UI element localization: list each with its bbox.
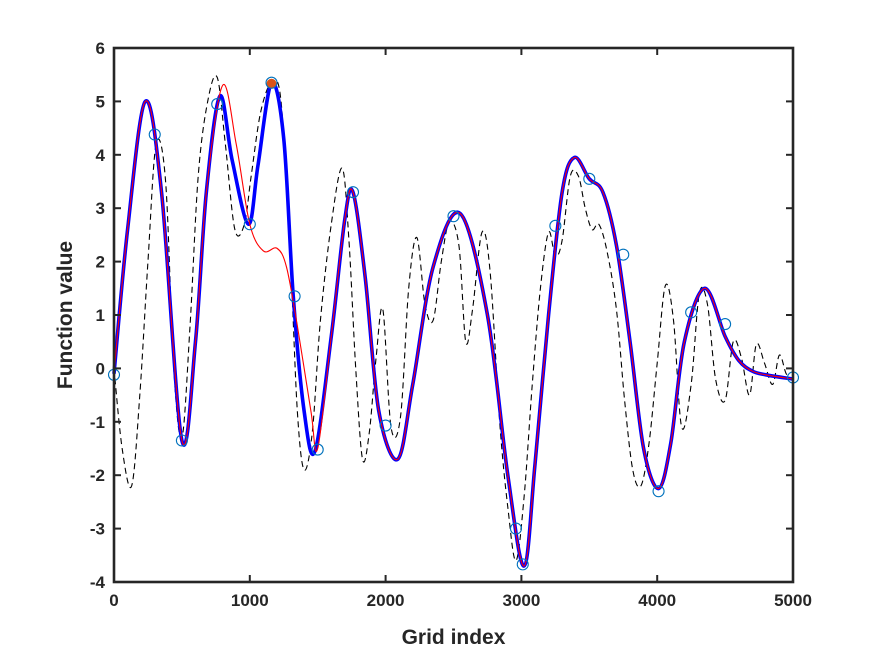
sample-marker [719, 318, 732, 331]
sample-marker [175, 434, 188, 447]
y-tick-label: 5 [96, 92, 105, 111]
x-tick-label: 0 [109, 591, 118, 610]
sample-marker [379, 419, 392, 432]
sample-marker [288, 290, 301, 303]
x-tick-label: 2000 [367, 591, 405, 610]
y-tick-label: 1 [96, 306, 105, 325]
sample-marker [583, 172, 596, 185]
x-tick-label: 3000 [502, 591, 540, 610]
y-tick-label: -2 [90, 466, 105, 485]
tick-layer: 0 1000 2000 3000 4000 5000 -4 -3 -2 -1 0 1 2 3 4 5 6 [90, 39, 812, 610]
y-tick-label: -3 [90, 520, 105, 539]
sample-marker [617, 248, 630, 261]
sample-marker [447, 210, 460, 223]
sample-marker [652, 485, 665, 498]
sample-marker [549, 219, 562, 232]
y-tick-label: 2 [96, 253, 105, 272]
y-axis-title: Function value [54, 241, 77, 389]
x-axis-title: Grid index [402, 626, 506, 649]
sample-marker [243, 218, 256, 231]
sample-marker [516, 558, 529, 571]
y-tick-label: 0 [96, 359, 105, 378]
axes-box [112, 46, 795, 584]
x-tick-label: 1000 [231, 591, 269, 610]
series-line-red [113, 83, 794, 567]
marker-layer [107, 76, 800, 571]
y-tick-label: 4 [96, 146, 106, 165]
y-tick-label: 6 [96, 39, 105, 58]
sample-marker [509, 522, 523, 535]
y-tick-label: 3 [96, 199, 105, 218]
y-tick-label: -1 [90, 413, 105, 432]
highlight-point [266, 78, 277, 89]
sample-marker [211, 98, 224, 111]
sample-marker [311, 443, 324, 456]
x-tick-label: 4000 [638, 591, 676, 610]
x-tick-label: 5000 [774, 591, 812, 610]
y-tick-label: -4 [90, 573, 106, 592]
sample-marker [265, 76, 278, 89]
sample-marker [346, 186, 360, 199]
sample-marker [685, 306, 698, 319]
sample-marker [148, 128, 161, 141]
